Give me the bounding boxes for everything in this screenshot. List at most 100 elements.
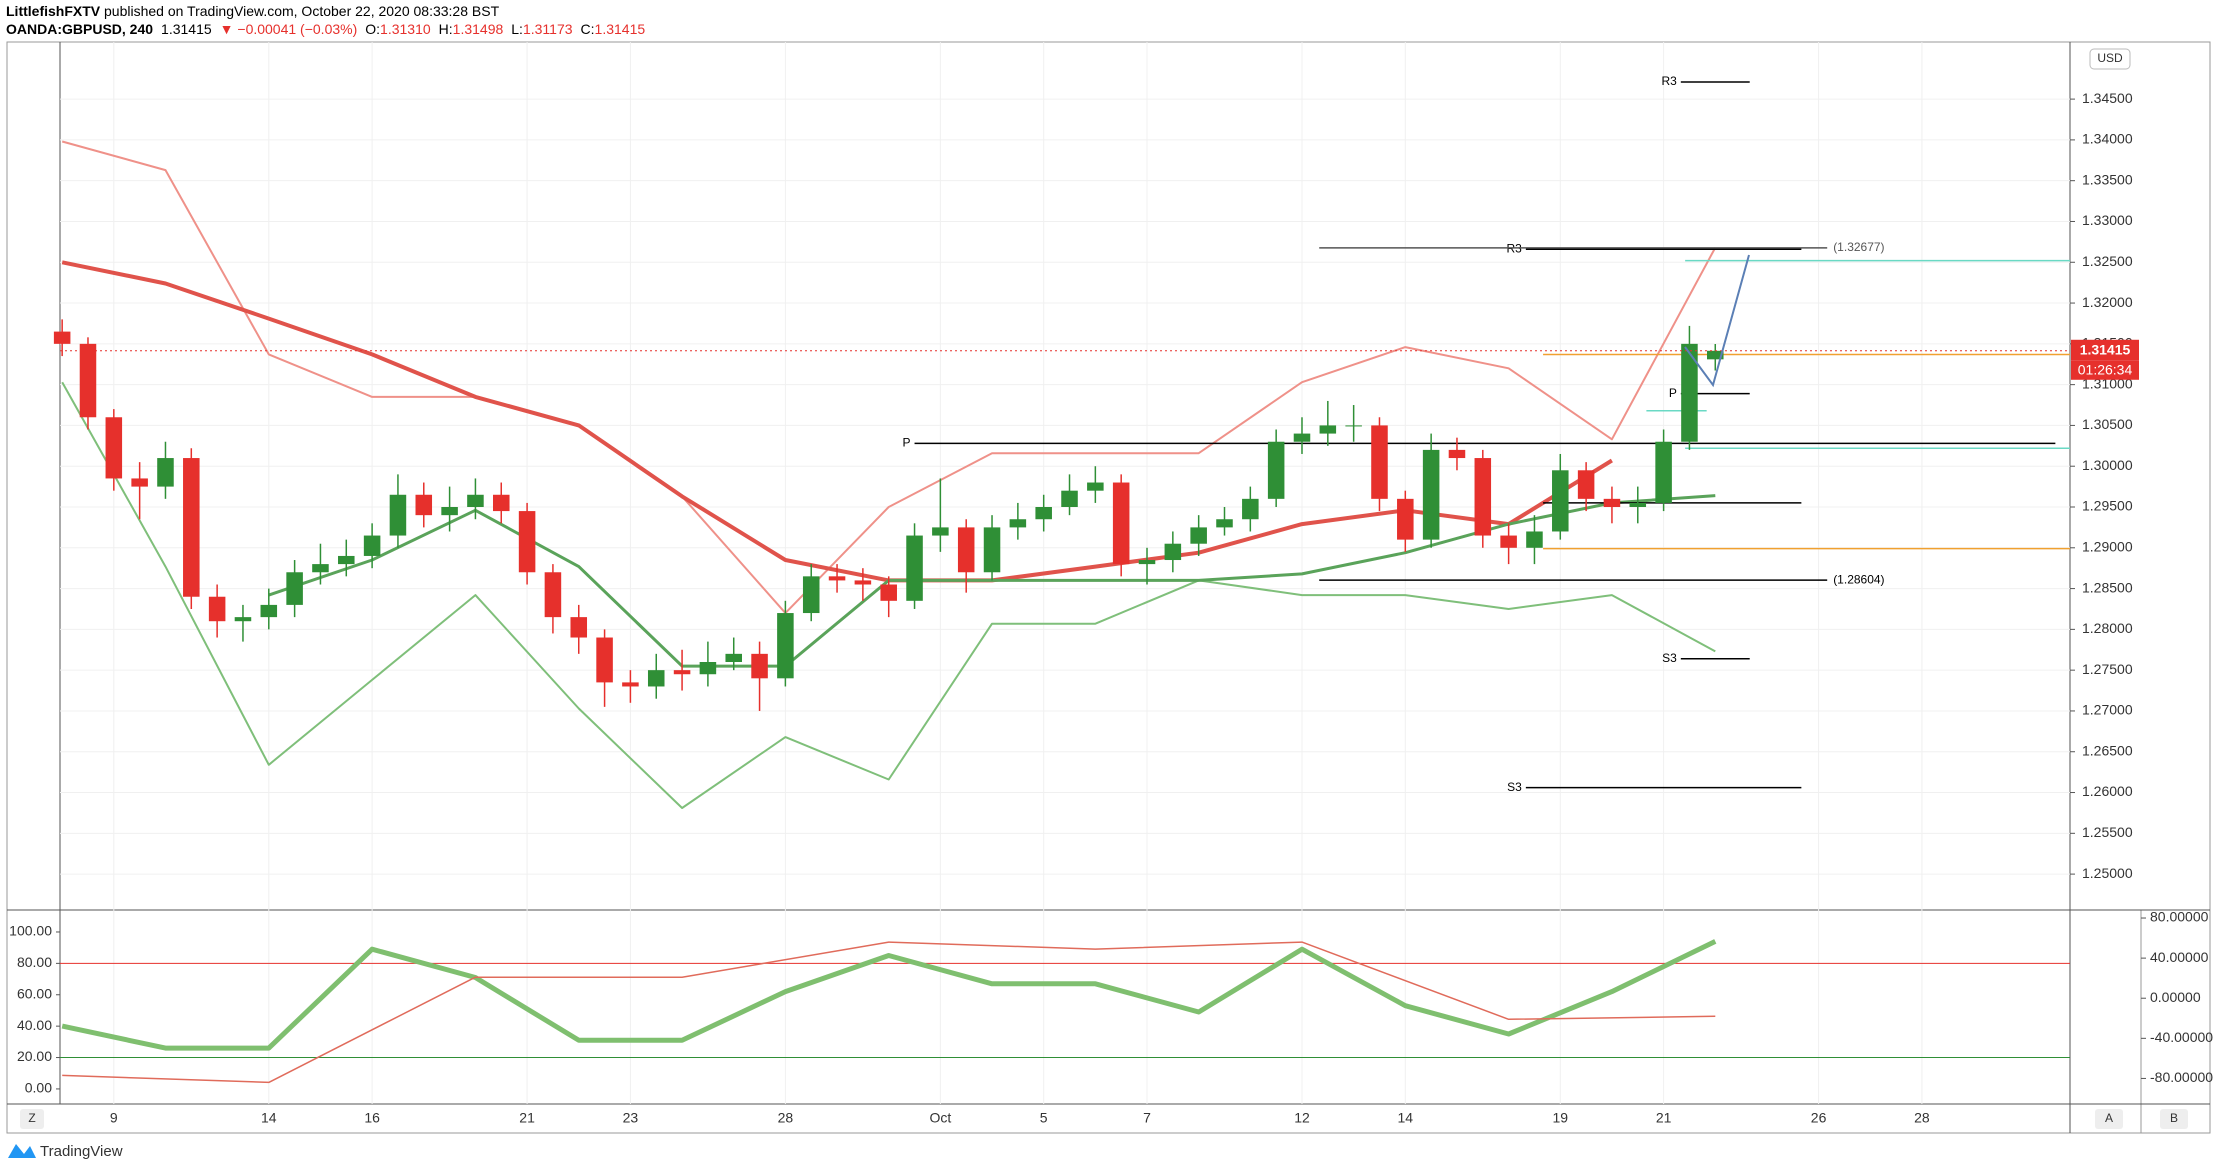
candle-body	[1526, 531, 1543, 548]
y-tick-label: 1.33500	[2082, 171, 2133, 187]
frame	[6, 41, 2211, 1134]
countdown-label: 01:26:34	[2078, 361, 2133, 377]
candle-body	[932, 527, 949, 536]
candle-body	[1009, 519, 1027, 528]
b-button[interactable]	[2160, 1109, 2188, 1129]
x-tick-label: 21	[1656, 1110, 1672, 1126]
osc-y2-tick-label: 0.00000	[2150, 989, 2201, 1005]
y-tick-label: 1.30500	[2082, 416, 2133, 432]
x-tick-label: 14	[261, 1110, 277, 1126]
candle-body	[1629, 502, 1647, 507]
x-tick-label: 5	[1040, 1110, 1048, 1126]
z-button[interactable]	[20, 1109, 44, 1129]
overlay-line	[61, 140, 1717, 615]
y-tick-label: 1.28000	[2082, 620, 2133, 636]
x-tick-label: 23	[623, 1110, 639, 1126]
open-key: O:	[365, 21, 380, 37]
candle-body	[312, 564, 329, 573]
osc-y-tick-label: 20.00	[17, 1048, 52, 1064]
candle-body	[363, 535, 381, 556]
candle-body	[518, 511, 536, 573]
y-tick-label: 1.30000	[2082, 457, 2133, 473]
candle-body	[1500, 535, 1517, 548]
candle-body	[1448, 449, 1466, 459]
candle-body	[183, 458, 200, 597]
candle-body	[1577, 470, 1595, 499]
candle-body	[570, 617, 588, 638]
y-tick-label: 1.32000	[2082, 294, 2133, 310]
candle-body	[647, 670, 665, 687]
last-price-label: 1.31415	[2080, 341, 2131, 357]
osc-y-tick-label: 80.00	[17, 954, 52, 970]
candle-body	[906, 535, 923, 601]
candle-body	[880, 584, 897, 601]
candle-body	[1190, 527, 1207, 544]
close-key: C:	[581, 21, 595, 37]
y-tick-label: 1.34500	[2082, 90, 2133, 106]
candle-body	[1087, 482, 1104, 491]
osc-line	[61, 939, 1717, 1051]
countdown-badge	[2071, 360, 2139, 380]
candle-body	[983, 527, 1001, 573]
candle-body	[131, 478, 148, 487]
low-value: 1.31173	[523, 21, 573, 37]
candle-body	[1552, 470, 1569, 532]
y-tick-label: 1.33000	[2082, 212, 2133, 228]
a-button[interactable]	[2095, 1109, 2123, 1129]
candle-body	[596, 637, 613, 683]
symbol: OANDA:GBPUSD, 240	[6, 21, 153, 37]
x-tick-label: 16	[364, 1110, 380, 1126]
candle-body	[622, 682, 639, 687]
z-label: Z	[28, 1111, 35, 1125]
currency-badge[interactable]	[2089, 48, 2131, 70]
candle-body	[1293, 433, 1311, 442]
projection-arrow	[1684, 254, 1750, 388]
change: ▼ −0.00041 (−0.03%)	[220, 21, 358, 37]
y-tick-label: 1.26000	[2082, 783, 2133, 799]
candle-body	[673, 670, 691, 675]
high-value: 1.31498	[453, 21, 504, 37]
last-price-badge	[2071, 339, 2139, 361]
candle-body	[751, 653, 768, 679]
x-tick-label: 19	[1553, 1110, 1569, 1126]
level-label: P	[1669, 386, 1677, 400]
osc-y2-tick-label: -80.00000	[2150, 1069, 2213, 1085]
candle-body	[105, 417, 123, 479]
osc-y2-tick-label: -40.00000	[2150, 1029, 2213, 1045]
candle-body	[1216, 519, 1233, 528]
price: 1.31415	[161, 21, 212, 37]
y-tick-label: 1.28500	[2082, 579, 2133, 595]
candle-body	[854, 580, 872, 585]
osc-y-tick-label: 100.00	[9, 923, 52, 939]
candle-body	[1319, 425, 1337, 434]
candle-body	[286, 572, 303, 605]
candle-body	[1371, 425, 1388, 499]
candle-body	[441, 507, 458, 516]
y-tick-label: 1.32500	[2082, 253, 2133, 269]
y-tick-label: 1.29500	[2082, 498, 2133, 514]
candle-body	[338, 555, 355, 565]
candle-body	[1345, 425, 1362, 427]
candle-body	[802, 576, 820, 614]
x-tick-label: 28	[778, 1110, 794, 1126]
x-tick-label: Oct	[929, 1110, 951, 1126]
y-tick-label: 1.27000	[2082, 702, 2133, 718]
b-label: B	[2170, 1111, 2178, 1125]
candle-body	[1061, 490, 1078, 507]
candle-body	[260, 604, 278, 618]
candle-body	[1707, 350, 1724, 360]
level-label: P	[903, 436, 911, 450]
x-tick-label: 28	[1914, 1110, 1930, 1126]
candle-body	[1035, 507, 1052, 520]
candle-body	[492, 494, 510, 512]
candle-body	[1267, 441, 1285, 499]
level-label: (1.28604)	[1833, 572, 1884, 586]
x-tick-label: 14	[1398, 1110, 1414, 1126]
level-label: S3	[1507, 780, 1522, 794]
candle-body	[415, 494, 433, 516]
level-label: (1.32677)	[1833, 240, 1884, 254]
x-tick-label: 12	[1294, 1110, 1310, 1126]
